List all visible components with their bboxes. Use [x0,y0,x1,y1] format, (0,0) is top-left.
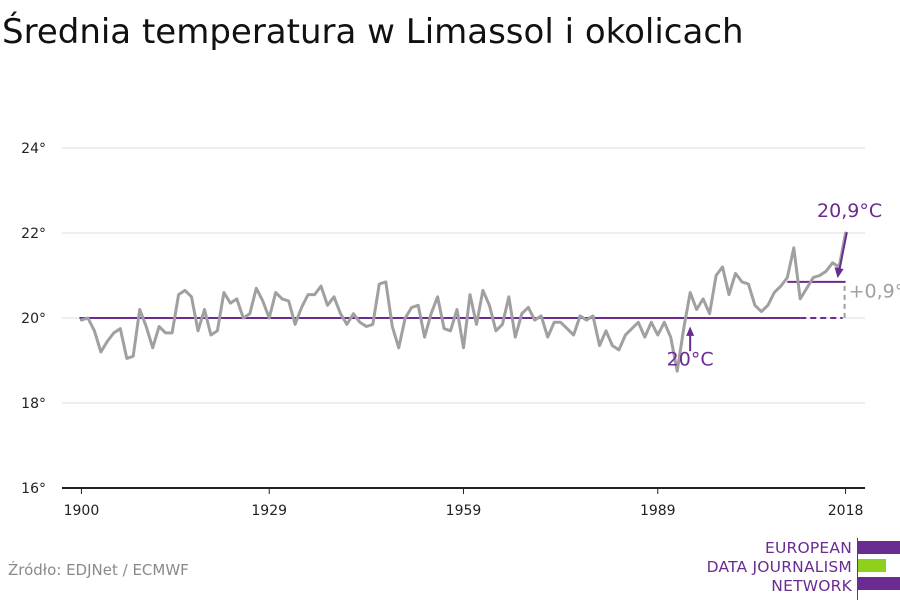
edjnet-logo: EUROPEAN DATA JOURNALISM NETWORK [700,538,900,600]
chart-title: Średnia temperatura w Limassol i okolica… [2,12,744,52]
source-note: Źródło: EDJNet / ECMWF [8,561,189,579]
logo-line-1: EUROPEAN [764,539,852,557]
annotations: +0,9° 20°C 20,9°C [667,200,900,371]
baseline-label: 20°C [667,349,714,371]
last-value-arrow-head [834,267,844,279]
logo-bar-top [858,541,900,554]
logo-bar-bottom [858,577,900,590]
grid-lines [62,147,865,404]
x-tick-label: 2018 [828,503,864,519]
logo-divider [857,538,858,600]
x-axis: 1900 1929 1959 1989 2018 [62,487,865,519]
y-tick-label: 16° [21,481,46,497]
x-tick-label: 1989 [640,503,676,519]
x-tick-label: 1900 [64,503,100,519]
temperature-series-line [79,231,848,373]
y-tick-label: 18° [21,396,46,412]
logo-line-3: NETWORK [771,577,852,595]
x-tick-label: 1929 [251,503,287,519]
logo-line-2: DATA JOURNALISM [706,558,852,576]
chart-marks [79,231,848,373]
y-tick-label: 24° [21,141,46,157]
y-tick-label: 20° [21,311,46,327]
y-axis: 16° 18° 20° 22° 24° [21,141,46,497]
y-tick-label: 22° [21,226,46,242]
baseline-arrow-head [686,326,695,336]
last-value-label: 20,9°C [817,200,882,222]
difference-label: +0,9° [849,281,900,303]
last-value-arrow-shaft [838,231,848,270]
x-tick-label: 1959 [446,503,482,519]
logo-bar-middle [858,559,886,572]
